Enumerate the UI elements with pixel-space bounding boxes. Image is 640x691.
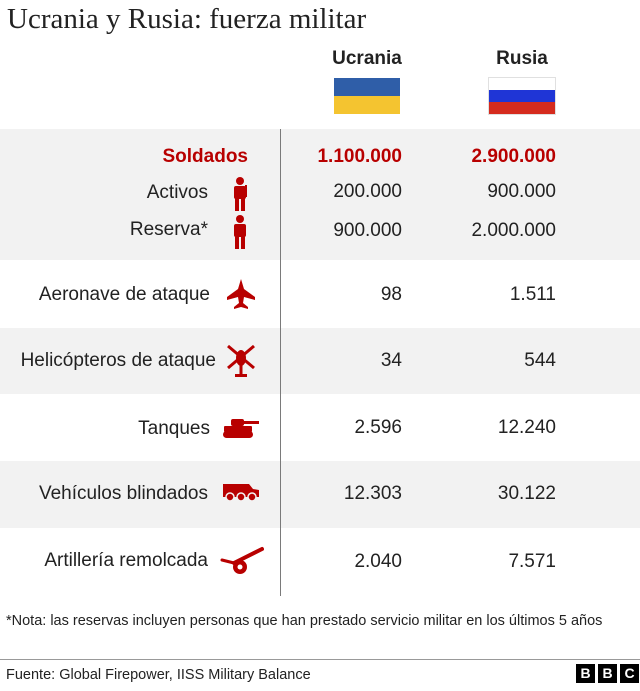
helicopter-icon [227,344,255,377]
column-divider [280,129,281,596]
artillery-ukraine-value: 2.040 [354,551,402,572]
active-ukraine-value: 200.000 [333,181,402,202]
soldiers-ukraine-value: 1.100.000 [317,146,402,167]
armored-band [0,461,640,528]
reserve-russia-value: 2.000.000 [471,220,556,241]
active-label: Activos [146,182,208,203]
helicopters-label: Helicópteros de ataque [20,350,216,371]
soldiers-band [0,129,640,260]
tank-icon [223,419,259,438]
artillery-russia-value: 7.571 [508,551,556,572]
soldiers-russia-value: 2.900.000 [471,146,556,167]
soldiers-label: Soldados [162,146,248,167]
helicopters-band [0,328,640,394]
bbc-logo-letter: B [598,664,617,683]
artillery-icon [220,547,264,574]
footnote: *Nota: las reservas incluyen personas qu… [6,613,603,629]
tanks-ukraine-value: 2.596 [354,417,402,438]
bbc-logo-letter: B [576,664,595,683]
column-header-ukraine: Ucrania [332,48,402,69]
helicopters-russia-value: 544 [524,350,556,371]
helicopters-ukraine-value: 34 [380,350,402,371]
aircraft-label: Aeronave de ataque [38,284,210,305]
source-text: Fuente: Global Firepower, IISS Military … [6,667,311,683]
reserve-ukraine-value: 900.000 [333,220,402,241]
tanks-russia-value: 12.240 [497,417,556,438]
reserve-label: Reserva* [129,219,208,240]
bbc-logo-letter: C [620,664,639,683]
tanks-label: Tanques [138,418,210,439]
armored-russia-value: 30.122 [497,483,556,504]
chart-title: Ucrania y Rusia: fuerza militar [7,3,367,35]
bbc-logo: B B C [576,664,639,683]
russia-flag-icon [489,78,555,114]
ukraine-flag-icon [334,78,400,114]
aircraft-ukraine-value: 98 [380,284,402,305]
armored-vehicle-icon [223,484,259,502]
aircraft-russia-value: 1.511 [509,284,556,305]
soldier-icon [234,177,247,211]
artillery-label: Artillería remolcada [44,550,208,571]
person-icon [234,215,246,249]
active-russia-value: 900.000 [487,181,556,202]
fighter-jet-icon [227,279,255,309]
armored-ukraine-value: 12.303 [343,483,402,504]
footer-divider [0,659,640,660]
column-header-russia: Rusia [496,48,548,69]
armored-label: Vehículos blindados [38,483,208,504]
